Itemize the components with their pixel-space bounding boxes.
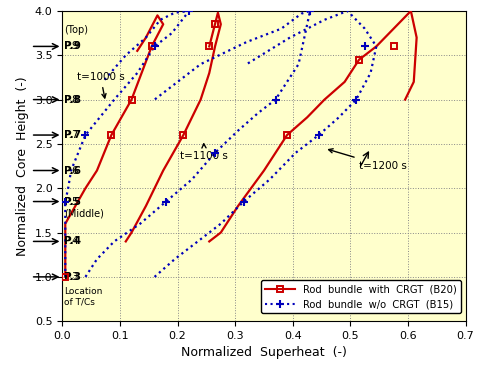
Text: P.4: P.4 bbox=[63, 237, 81, 246]
Text: P.9: P.9 bbox=[63, 41, 81, 51]
Text: P.8: P.8 bbox=[64, 95, 79, 105]
Text: P.7: P.7 bbox=[64, 130, 79, 140]
Text: P.6: P.6 bbox=[63, 165, 81, 176]
Text: P.5: P.5 bbox=[64, 196, 79, 207]
Text: (Top): (Top) bbox=[64, 26, 88, 35]
Text: P.9: P.9 bbox=[64, 41, 79, 51]
Text: P.5: P.5 bbox=[63, 196, 81, 207]
Text: Location
of T/Cs: Location of T/Cs bbox=[64, 287, 103, 306]
Text: (Middle): (Middle) bbox=[64, 208, 104, 218]
Text: P.3: P.3 bbox=[63, 272, 81, 282]
Text: P.8: P.8 bbox=[63, 95, 81, 105]
Text: P.6: P.6 bbox=[64, 165, 79, 176]
Legend: Rod  bundle  with  CRGT  (B20), Rod  bundle  w/o  CRGT  (B15): Rod bundle with CRGT (B20), Rod bundle w… bbox=[261, 280, 461, 313]
Text: t=1200 s: t=1200 s bbox=[329, 149, 407, 171]
Y-axis label: Normalized  Core  Height  (-): Normalized Core Height (-) bbox=[16, 76, 29, 256]
Text: t=1100 s: t=1100 s bbox=[180, 144, 228, 161]
Text: t=1000 s: t=1000 s bbox=[77, 72, 124, 98]
Text: P.4: P.4 bbox=[64, 237, 79, 246]
Text: P.7: P.7 bbox=[63, 130, 81, 140]
X-axis label: Normalized  Superheat  (-): Normalized Superheat (-) bbox=[181, 346, 347, 360]
Text: P.3: P.3 bbox=[64, 272, 79, 282]
